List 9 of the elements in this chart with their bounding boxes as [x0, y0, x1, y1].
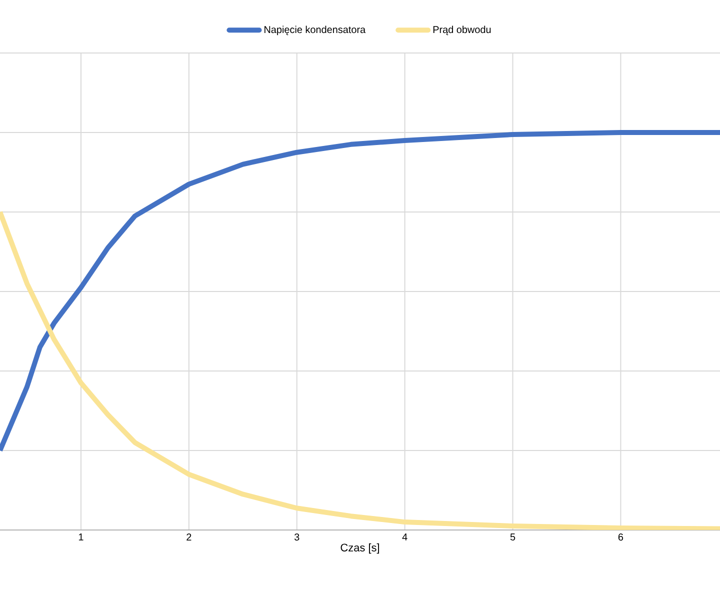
x-tick-label: 5 [510, 534, 516, 540]
x-tick-label: 4 [402, 534, 408, 540]
legend-label: Prąd obwodu [433, 26, 491, 36]
x-tick-label: 6 [618, 534, 624, 541]
x-axis-title: Czas [s] [340, 543, 380, 554]
x-tick-label: 1 [78, 534, 84, 540]
x-tick-label: 3 [294, 534, 300, 541]
x-tick-label: 2 [186, 534, 192, 540]
legend-label: Napięcie kondensatora [264, 26, 366, 36]
